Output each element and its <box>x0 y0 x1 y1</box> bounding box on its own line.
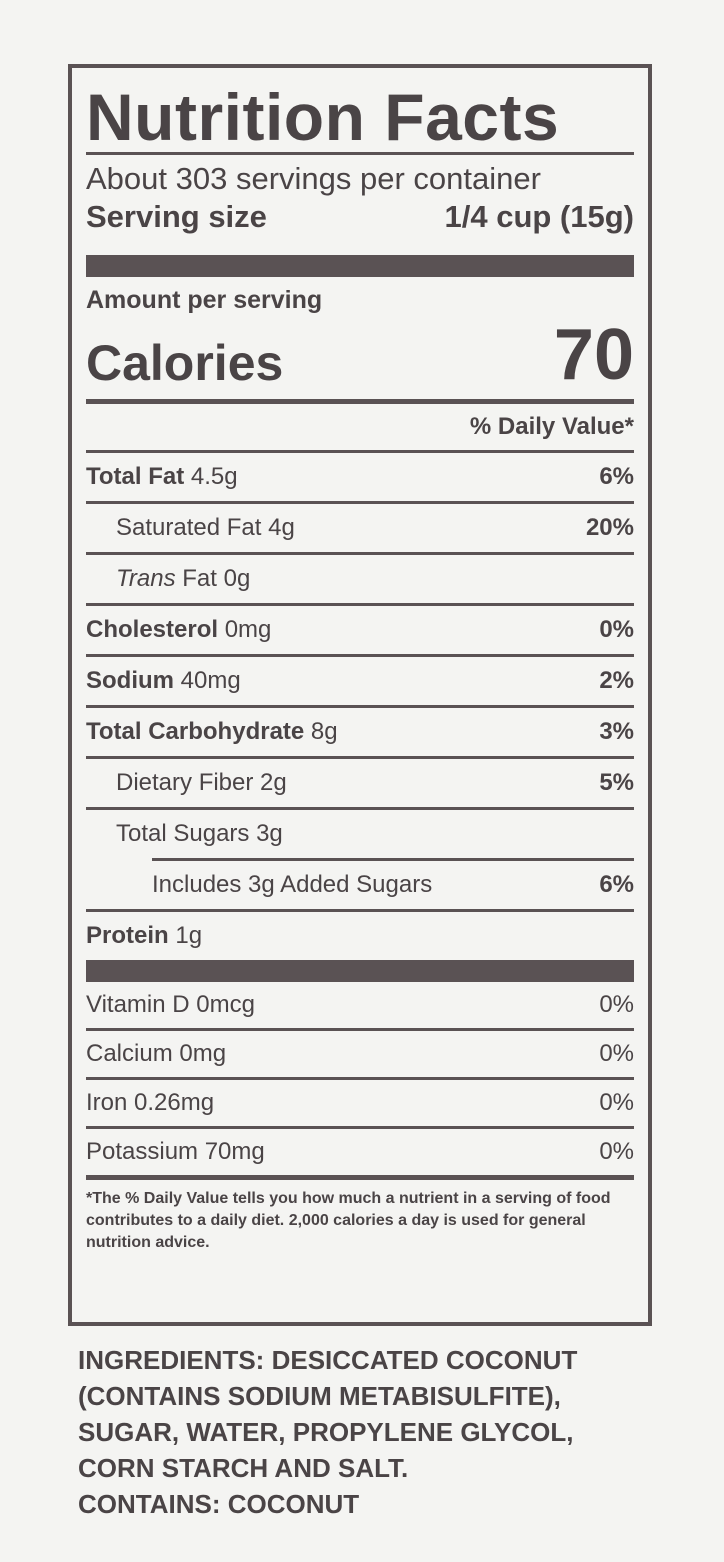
nutrient-amount: 0mg <box>224 616 272 643</box>
divider <box>86 501 634 504</box>
vitamin-dv: 0% <box>599 991 634 1018</box>
vitamin-row: Potassium 70mg 0% <box>86 1129 634 1175</box>
nutrient-name-suffix: Fat <box>182 565 217 592</box>
nutrient-amount: 3g <box>256 820 283 847</box>
divider <box>86 705 634 708</box>
servings-per-container: About 303 servings per container <box>86 161 541 196</box>
divider <box>86 603 634 606</box>
nutrient-dv: 6% <box>599 463 634 490</box>
vitamin-name: Vitamin D 0mcg <box>86 991 255 1018</box>
nutrient-row: Cholesterol 0mg 0% <box>86 606 634 654</box>
ingredients-statement: INGREDIENTS: DESICCATED COCONUT (CONTAIN… <box>78 1342 648 1486</box>
ingredients-heading: INGREDIENTS: <box>78 1345 265 1375</box>
nutrient-amount: 4.5g <box>190 463 238 490</box>
nutrient-amount: 8g <box>310 718 338 745</box>
divider <box>86 756 634 759</box>
nutrient-amount: 4g <box>268 514 295 541</box>
ingredients-block: INGREDIENTS: DESICCATED COCONUT (CONTAIN… <box>78 1342 648 1522</box>
vitamin-row: Iron 0.26mg 0% <box>86 1080 634 1126</box>
divider <box>86 552 634 555</box>
nutrient-row: Total Fat 4.5g 6% <box>86 453 634 501</box>
divider <box>86 807 634 810</box>
nutrient-row: Total Carbohydrate 8g 3% <box>86 708 634 756</box>
divider <box>86 1126 634 1129</box>
nutrient-dv: 3% <box>599 718 634 745</box>
nutrition-facts-panel: Nutrition Facts About 303 servings per c… <box>68 64 652 1326</box>
divider <box>86 152 634 155</box>
calories-value: 70 <box>553 315 634 395</box>
contains-heading: CONTAINS: <box>78 1489 221 1519</box>
nutrient-row: Sodium 40mg 2% <box>86 657 634 705</box>
vitamin-row: Vitamin D 0mcg 0% <box>86 982 634 1028</box>
label-title: Nutrition Facts <box>86 80 560 154</box>
nutrient-name: Includes 3g Added Sugars <box>152 871 433 898</box>
nutrient-row: Dietary Fiber 2g 5% <box>86 759 634 807</box>
divider <box>86 1028 634 1031</box>
serving-size-value: 1/4 cup (15g) <box>444 199 635 234</box>
nutrient-row: Protein 1g <box>86 912 634 960</box>
vitamin-name: Iron 0.26mg <box>86 1089 215 1116</box>
nutrient-name: Total Fat <box>86 463 185 490</box>
daily-value-footnote: *The % Daily Value tells you how much a … <box>86 1190 611 1251</box>
nutrient-row: Saturated Fat 4g 20% <box>86 504 634 552</box>
divider <box>86 909 634 912</box>
nutrient-dv: 6% <box>599 871 634 898</box>
nutrient-name: Protein <box>86 922 169 949</box>
vitamin-dv: 0% <box>599 1040 634 1067</box>
ingredients-text: DESICCATED COCONUT (CONTAINS SODIUM META… <box>78 1345 578 1483</box>
contains-text: COCONUT <box>227 1489 360 1519</box>
nutrient-name: Total Sugars <box>116 820 250 847</box>
divider <box>86 450 634 453</box>
medium-divider <box>86 1175 634 1180</box>
nutrient-name: Trans <box>116 565 176 592</box>
vitamin-row: Calcium 0mg 0% <box>86 1031 634 1077</box>
vitamin-dv: 0% <box>599 1089 634 1116</box>
nutrient-name: Cholesterol <box>86 616 219 643</box>
nutrient-amount: 1g <box>175 922 203 949</box>
nutrient-dv: 20% <box>585 514 634 541</box>
calories-label: Calories <box>86 335 284 391</box>
nutrient-name: Total Carbohydrate <box>86 718 305 745</box>
nutrient-name: Dietary Fiber <box>116 769 254 796</box>
nutrient-name: Sodium <box>86 667 174 694</box>
nutrient-amount: 0g <box>223 565 251 592</box>
nutrient-dv: 2% <box>599 667 634 694</box>
amount-per-serving: Amount per serving <box>86 286 323 314</box>
nutrient-amount: 2g <box>260 769 287 796</box>
allergen-statement: CONTAINS: COCONUT <box>78 1486 648 1522</box>
calories-row: Calories 70 <box>86 315 634 393</box>
vitamin-name: Calcium 0mg <box>86 1040 227 1067</box>
nutrient-row: Total Sugars 3g <box>86 810 634 858</box>
nutrient-dv: 0% <box>599 616 634 643</box>
nutrient-row: Trans Fat 0g <box>86 555 634 603</box>
daily-value-header: % Daily Value* <box>469 413 634 440</box>
nutrient-name: Saturated Fat <box>116 514 262 541</box>
medium-divider <box>86 399 634 404</box>
nutrient-dv: 5% <box>599 769 634 796</box>
divider <box>152 858 634 861</box>
thick-divider <box>86 960 634 982</box>
nutrient-amount: 40mg <box>180 667 241 694</box>
thick-divider <box>86 255 634 277</box>
serving-size-label: Serving size <box>86 199 267 234</box>
nutrient-row: Includes 3g Added Sugars 6% <box>86 861 634 909</box>
vitamin-dv: 0% <box>599 1138 634 1165</box>
divider <box>86 1077 634 1080</box>
serving-size-row: Serving size 1/4 cup (15g) <box>86 197 634 237</box>
vitamin-name: Potassium 70mg <box>86 1138 265 1165</box>
divider <box>86 654 634 657</box>
